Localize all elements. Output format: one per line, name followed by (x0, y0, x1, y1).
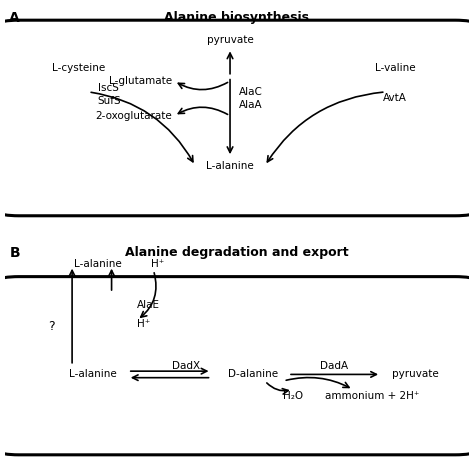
Text: Alanine biosynthesis: Alanine biosynthesis (164, 12, 310, 25)
Text: pyruvate: pyruvate (207, 35, 254, 45)
Text: L-valine: L-valine (374, 63, 415, 73)
Text: DadA: DadA (320, 361, 348, 371)
Text: SufS: SufS (98, 96, 121, 106)
Text: AlaA: AlaA (239, 100, 263, 110)
Text: Alanine degradation and export: Alanine degradation and export (125, 246, 349, 259)
Text: 2-oxoglutarate: 2-oxoglutarate (95, 111, 172, 121)
Text: ammonium + 2H⁺: ammonium + 2H⁺ (325, 391, 419, 401)
Text: L-alanine: L-alanine (69, 370, 117, 379)
Text: H⁺: H⁺ (151, 259, 164, 268)
FancyBboxPatch shape (0, 277, 474, 455)
Text: ?: ? (48, 320, 55, 333)
Text: IscS: IscS (98, 82, 118, 93)
Text: B: B (9, 246, 20, 260)
Text: AlaC: AlaC (239, 87, 263, 97)
Text: L-cysteine: L-cysteine (53, 63, 106, 73)
Text: pyruvate: pyruvate (392, 370, 439, 379)
Text: D-alanine: D-alanine (228, 370, 278, 379)
Text: L-alanine: L-alanine (74, 259, 121, 268)
FancyBboxPatch shape (0, 20, 474, 216)
Text: A: A (9, 12, 20, 26)
Text: AlaE: AlaE (137, 300, 160, 310)
Text: AvtA: AvtA (383, 93, 407, 103)
Text: H⁺: H⁺ (137, 319, 150, 329)
Text: L-glutamate: L-glutamate (109, 76, 172, 86)
Text: L-alanine: L-alanine (206, 161, 254, 171)
Text: DadX: DadX (172, 361, 200, 371)
Text: H₂O: H₂O (283, 391, 303, 401)
